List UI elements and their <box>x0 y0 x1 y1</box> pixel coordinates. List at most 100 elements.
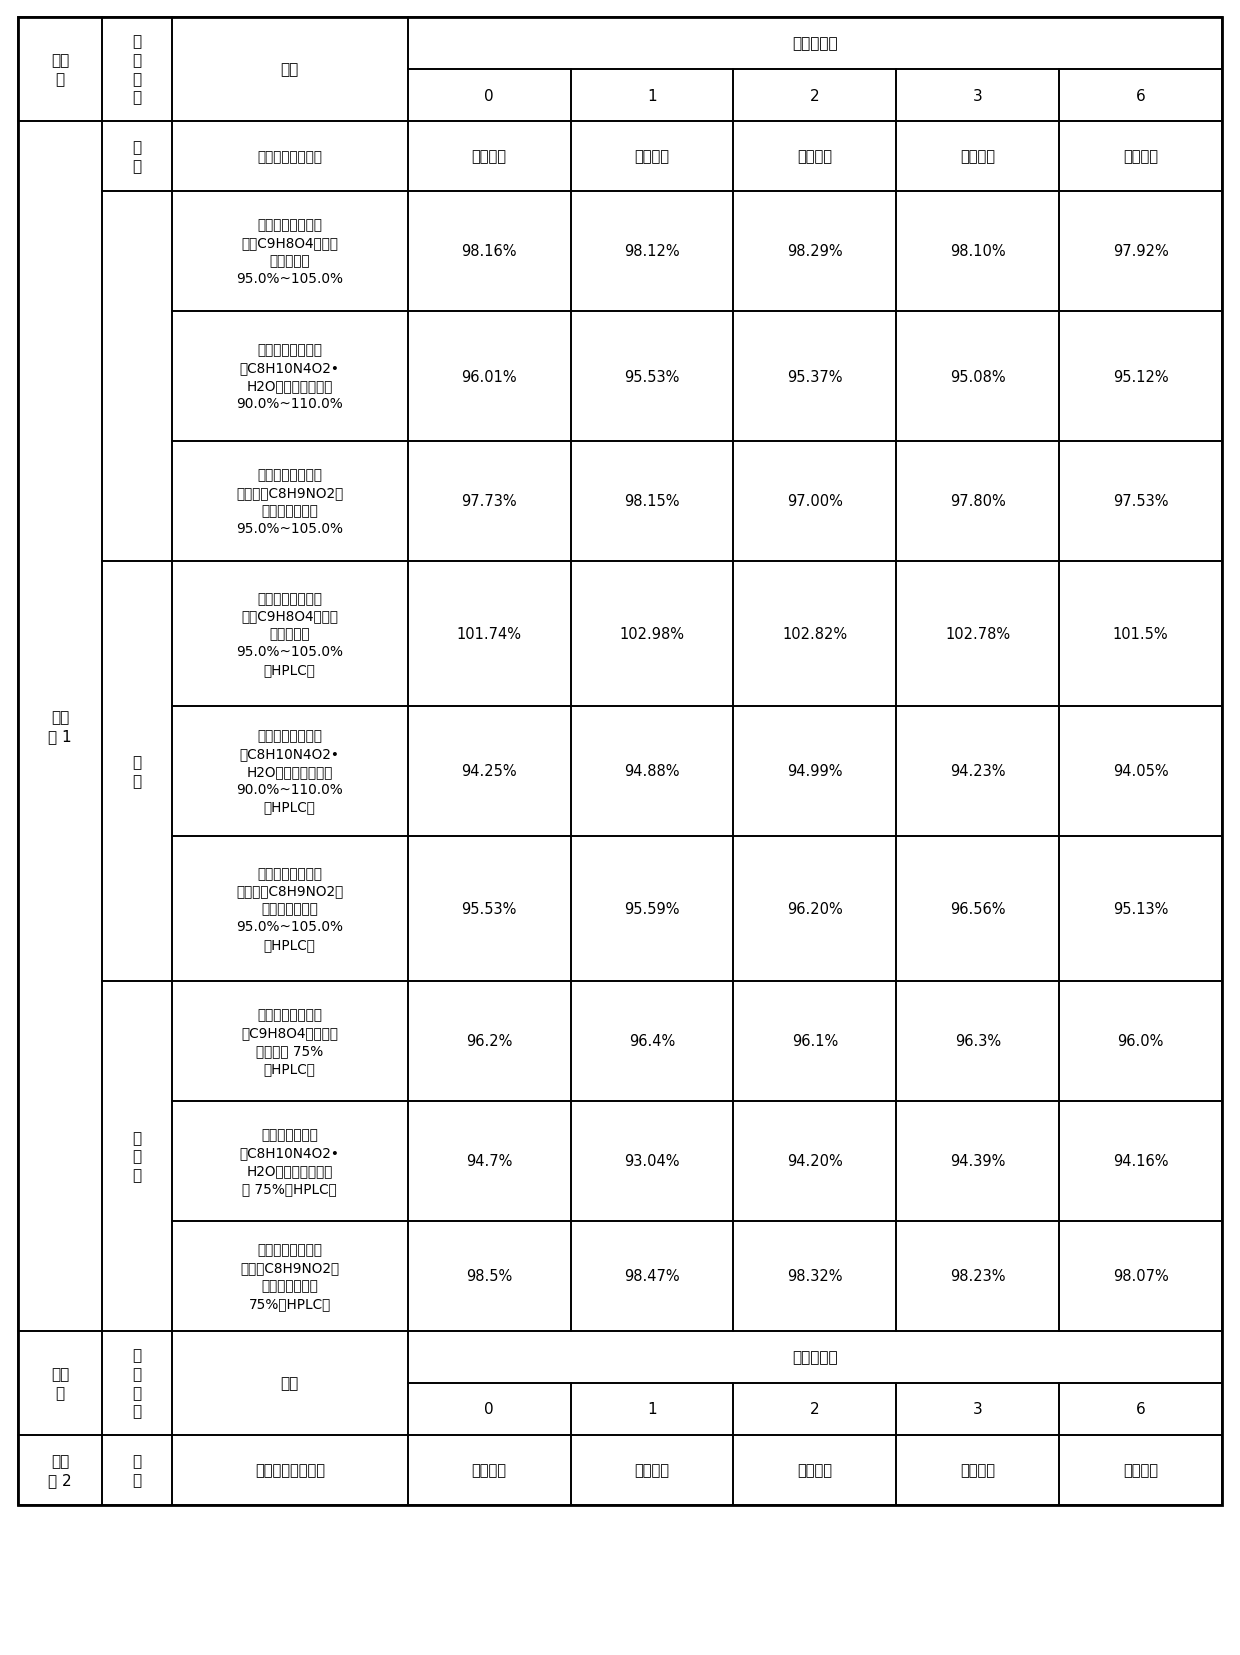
Text: 性
状: 性 状 <box>133 1453 141 1486</box>
Bar <box>172 311 408 442</box>
Bar <box>19 1331 102 1435</box>
Text: 96.56%: 96.56% <box>950 902 1006 917</box>
Bar <box>570 707 733 836</box>
Bar <box>733 192 897 311</box>
Text: 0: 0 <box>485 88 494 104</box>
Text: 0: 0 <box>485 1402 494 1417</box>
Text: 96.2%: 96.2% <box>466 1034 512 1049</box>
Bar <box>172 561 408 707</box>
Text: 96.4%: 96.4% <box>629 1034 675 1049</box>
Text: 观
察
项
目: 观 察 项 目 <box>133 35 141 106</box>
Bar <box>19 18 102 122</box>
Text: 6: 6 <box>1136 1402 1146 1417</box>
Text: 为白色片: 为白色片 <box>1123 149 1158 164</box>
Text: 98.23%: 98.23% <box>950 1269 1006 1284</box>
Bar <box>733 70 897 122</box>
Text: 98.15%: 98.15% <box>624 495 680 510</box>
Bar <box>1059 442 1221 561</box>
Bar <box>733 1384 897 1435</box>
Text: 98.32%: 98.32% <box>787 1269 843 1284</box>
Bar <box>172 1435 408 1504</box>
Bar <box>102 981 172 1331</box>
Text: 本品每片含阿司匹
林（C9H8O4）应为
标示示量的
95.0%~105.0%: 本品每片含阿司匹 林（C9H8O4）应为 标示示量的 95.0%~105.0% <box>237 218 343 286</box>
Bar <box>570 1101 733 1221</box>
Bar <box>570 442 733 561</box>
Bar <box>570 836 733 981</box>
Text: 98.07%: 98.07% <box>1112 1269 1168 1284</box>
Bar <box>408 1384 570 1435</box>
Text: 为白色片: 为白色片 <box>635 1463 670 1478</box>
Text: 为白色片: 为白色片 <box>471 149 507 164</box>
Bar <box>570 122 733 192</box>
Text: 96.20%: 96.20% <box>787 902 843 917</box>
Text: 95.37%: 95.37% <box>787 369 843 384</box>
Bar <box>102 18 172 122</box>
Text: 为白色片: 为白色片 <box>797 149 832 164</box>
Bar <box>408 1331 1221 1384</box>
Text: 95.13%: 95.13% <box>1112 902 1168 917</box>
Text: 96.1%: 96.1% <box>791 1034 838 1049</box>
Bar <box>408 122 570 192</box>
Text: 本品每片含阿司匹
林（C9H8O4）应为
标示示量的
95.0%~105.0%
（HPLC）: 本品每片含阿司匹 林（C9H8O4）应为 标示示量的 95.0%~105.0% … <box>237 591 343 677</box>
Text: 94.20%: 94.20% <box>787 1154 843 1168</box>
Text: 实施
例: 实施 例 <box>51 1367 69 1400</box>
Bar <box>172 1221 408 1331</box>
Text: 实施
例: 实施 例 <box>51 53 69 86</box>
Text: 101.5%: 101.5% <box>1112 627 1168 642</box>
Bar <box>408 707 570 836</box>
Text: 96.01%: 96.01% <box>461 369 517 384</box>
Text: 为白色片: 为白色片 <box>960 1463 996 1478</box>
Text: 98.16%: 98.16% <box>461 245 517 260</box>
Bar <box>172 981 408 1101</box>
Text: 98.10%: 98.10% <box>950 245 1006 260</box>
Bar <box>1059 1101 1221 1221</box>
Bar <box>570 561 733 707</box>
Bar <box>102 1331 172 1435</box>
Bar <box>570 70 733 122</box>
Text: 为白色片: 为白色片 <box>1123 1463 1158 1478</box>
Bar <box>1059 836 1221 981</box>
Text: 1: 1 <box>647 1402 657 1417</box>
Bar <box>897 442 1059 561</box>
Text: 本品应为白色片。: 本品应为白色片。 <box>257 151 322 164</box>
Text: 97.92%: 97.92% <box>1112 245 1168 260</box>
Text: 3: 3 <box>973 1402 982 1417</box>
Text: 性
状: 性 状 <box>133 141 141 174</box>
Text: 2: 2 <box>810 88 820 104</box>
Text: 时间（月）: 时间（月） <box>792 36 838 51</box>
Text: 本品每片咖啡因
（C8H10N4O2•
H2O）溶出度不得低
于 75%（HPLC）: 本品每片咖啡因 （C8H10N4O2• H2O）溶出度不得低 于 75%（HPL… <box>239 1127 340 1195</box>
Bar <box>172 1101 408 1221</box>
Text: 时间（月）: 时间（月） <box>792 1350 838 1365</box>
Text: 97.00%: 97.00% <box>787 495 843 510</box>
Text: 95.53%: 95.53% <box>624 369 680 384</box>
Bar <box>102 192 172 561</box>
Text: 含
量: 含 量 <box>133 755 141 788</box>
Bar <box>733 442 897 561</box>
Bar <box>897 311 1059 442</box>
Bar <box>733 836 897 981</box>
Text: 为白色片: 为白色片 <box>797 1463 832 1478</box>
Text: 93.04%: 93.04% <box>624 1154 680 1168</box>
Text: 98.12%: 98.12% <box>624 245 680 260</box>
Text: 3: 3 <box>973 88 982 104</box>
Text: 94.7%: 94.7% <box>466 1154 512 1168</box>
Bar <box>1059 707 1221 836</box>
Text: 本品每片含对乙酰
氨基酚（C8H9NO2）
应为标示示量的
95.0%~105.0%: 本品每片含对乙酰 氨基酚（C8H9NO2） 应为标示示量的 95.0%~105.… <box>236 468 343 536</box>
Bar <box>408 192 570 311</box>
Bar <box>570 1221 733 1331</box>
Bar <box>570 192 733 311</box>
Bar <box>172 192 408 311</box>
Text: 97.53%: 97.53% <box>1112 495 1168 510</box>
Text: 本品每片对乙酰氨
基酚（C8H9NO2）
溶出度不得低于
75%（HPLC）: 本品每片对乙酰氨 基酚（C8H9NO2） 溶出度不得低于 75%（HPLC） <box>241 1243 340 1311</box>
Bar <box>1059 1221 1221 1331</box>
Text: 本品每片含对乙酰
氨基酚（C8H9NO2）
应为标示示量的
95.0%~105.0%
（HPLC）: 本品每片含对乙酰 氨基酚（C8H9NO2） 应为标示示量的 95.0%~105.… <box>236 866 343 952</box>
Text: 95.12%: 95.12% <box>1112 369 1168 384</box>
Bar <box>897 1101 1059 1221</box>
Bar <box>1059 981 1221 1101</box>
Text: 95.53%: 95.53% <box>461 902 517 917</box>
Text: 94.25%: 94.25% <box>461 765 517 780</box>
Text: 溶
出
度: 溶 出 度 <box>133 1130 141 1182</box>
Bar <box>570 1435 733 1504</box>
Text: 为白色片: 为白色片 <box>635 149 670 164</box>
Bar <box>897 707 1059 836</box>
